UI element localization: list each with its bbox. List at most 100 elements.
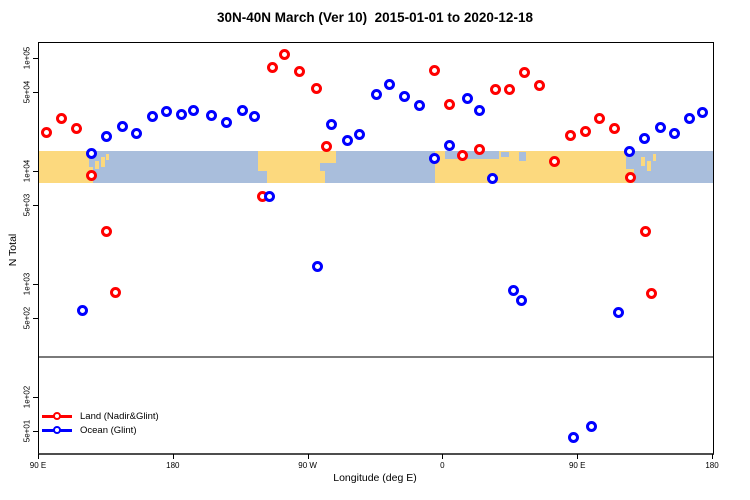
x-axis-tick [172,454,174,459]
map-land-rect [95,161,99,169]
land-data-point [490,83,502,95]
ocean-data-point [613,306,625,318]
land-data-point [503,83,515,95]
y-axis-tick [33,58,38,59]
chart-title: 30N-40N March (Ver 10) 2015-01-01 to 202… [217,10,533,25]
y-axis-tick [33,397,38,398]
land-data-point [625,171,637,183]
land-data-point [70,123,82,135]
legend-item-ocean: Ocean (Glint) [42,423,159,437]
ocean-data-point [342,135,354,147]
ocean-data-point [697,107,708,119]
y-axis-tick-label: 1e+03 [22,272,32,296]
ocean-data-point [683,113,695,125]
legend-item-land-label: Land (Nadir&Glint) [80,410,159,422]
map-ocean-rect [519,152,526,161]
x-axis-tick-label: 90 E [29,461,47,470]
y-axis-tick-label: 5e+03 [22,193,32,217]
ocean-data-point [668,128,680,140]
y-axis-tick-label: 5e+02 [22,306,32,330]
x-axis-tick [712,454,713,459]
y-axis-tick-label: 1e+05 [22,46,32,70]
y-axis-tick [33,92,38,94]
map-land-rect [641,157,645,166]
ocean-data-point [85,148,97,160]
ocean-data-point [568,431,580,443]
land-data-point [608,123,620,135]
land-data-point [310,82,322,94]
x-axis-tick [38,454,39,459]
x-axis-tick [577,454,579,459]
land-data-point [548,156,560,168]
land-data-point [443,98,455,110]
y-axis-title: N Total [7,233,19,267]
land-data-point [279,49,291,61]
legend-item-land: Land (Nadir&Glint) [42,409,159,423]
ocean-data-point [515,294,527,306]
ocean-data-point [220,117,232,129]
y-axis-tick [33,431,38,433]
ocean-data-point [147,110,159,122]
ocean-data-point [237,105,249,117]
y-axis-tick [33,318,38,320]
land-data-point [85,169,97,181]
x-axis-tick-label: 180 [166,461,180,470]
map-land-rect [435,151,445,159]
legend: Land (Nadir&Glint) Ocean (Glint) [42,409,159,437]
land-data-point [565,130,577,142]
x-axis-tick-label: 90 W [298,461,317,470]
x-axis-tick [442,454,444,459]
map-land-rect [267,171,325,183]
map-land-rect [39,151,89,183]
map-land-rect [320,151,336,163]
land-data-point [267,61,279,73]
ocean-data-point [130,128,142,140]
ocean-data-point [487,172,499,184]
map-land-rect [106,154,109,160]
ocean-data-point [383,78,395,90]
x-axis-title: Longitude (deg E) [333,472,417,484]
land-data-point [40,127,52,139]
map-land-rect [647,161,651,171]
ocean-data-point [428,152,440,164]
map-land-rect [258,151,320,171]
y-axis-tick [33,205,38,207]
land-data-point [580,126,592,138]
plot-area [38,42,714,455]
threshold-line [39,356,713,358]
ocean-data-point [398,90,410,102]
land-data-point [593,113,605,125]
land-data-point [473,144,485,156]
land-data-point [109,287,121,299]
x-axis-tick-label: 180 [705,461,719,470]
x-axis-tick [307,454,309,459]
ocean-data-point [586,420,598,432]
y-axis-tick-label: 1e+02 [22,385,32,409]
map-land-rect [499,151,626,159]
land-data-point [518,66,530,78]
legend-item-ocean-label: Ocean (Glint) [80,424,137,436]
land-data-point [533,79,545,91]
ocean-data-point [264,190,276,202]
x-axis-tick-label: 0 [440,461,445,470]
land-data-point [646,288,658,300]
ocean-data-point [205,110,217,122]
map-land-rect [435,159,626,183]
ocean-data-point [508,284,520,296]
y-axis-tick-label: 5e+01 [22,419,32,443]
ocean-data-point [443,140,455,152]
ocean-data-point [354,129,366,141]
ocean-data-point [100,131,112,143]
ocean-data-point [175,108,187,120]
ocean-data-point [249,110,261,122]
y-axis-tick [33,284,38,285]
land-data-point [100,226,112,238]
land-data-point [321,141,333,153]
x-axis-tick-label: 90 E [568,461,586,470]
ocean-data-point [117,121,129,133]
world-map-strip [39,151,713,183]
ocean-data-point [312,261,324,273]
ocean-data-point [76,305,88,317]
ocean-data-point [473,105,485,117]
